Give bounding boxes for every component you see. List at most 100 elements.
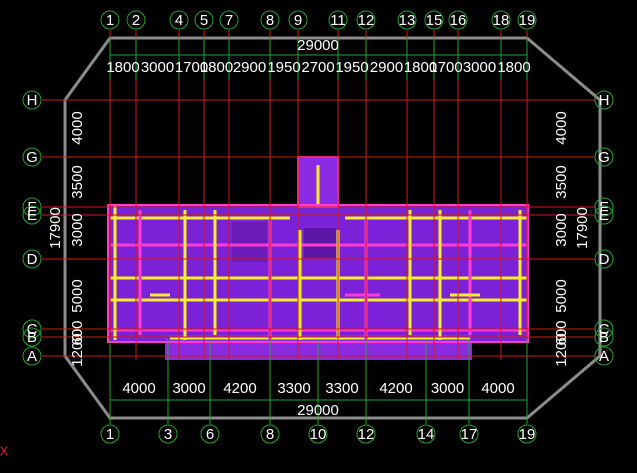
axis-bubble: [424, 10, 444, 30]
axis-label: 5: [200, 12, 208, 29]
dim-label: 3000: [431, 380, 464, 397]
axis-label: H: [599, 92, 610, 109]
axis-bubble: [22, 327, 42, 347]
axis-bubble: [22, 205, 42, 225]
axis-label: 19: [519, 12, 536, 29]
axis-label: 2: [132, 12, 140, 29]
dim-label: 1800: [404, 59, 437, 76]
ucs-icon: X: [0, 443, 9, 458]
axis-label: B: [27, 329, 37, 346]
axis-label: 9: [294, 12, 302, 29]
axis-bubble: [288, 10, 308, 30]
axis-label: H: [27, 92, 38, 109]
main-body: [108, 205, 528, 342]
axis-label: 1: [106, 426, 114, 443]
dim-label: 3000: [172, 380, 205, 397]
dim-label: 3300: [277, 380, 310, 397]
axis-label: 3: [164, 426, 172, 443]
axis-bubble: [491, 10, 511, 30]
axis-bubble: [517, 424, 537, 444]
axis-label: 11: [330, 12, 346, 29]
axis-label: 1: [106, 12, 114, 29]
axis-label: C: [599, 321, 610, 338]
axis-bubble: [308, 424, 328, 444]
axis-label: 17: [461, 426, 478, 443]
dim-label: 1800: [200, 59, 233, 76]
dim-label: 4000: [122, 380, 155, 397]
axis-label: 13: [399, 12, 416, 29]
dim-label: 3000: [553, 213, 570, 246]
dim-total: 29000: [297, 402, 339, 419]
dim-label: 1800: [106, 59, 139, 76]
dim-label: 3000: [141, 59, 174, 76]
axis-bubble: [22, 249, 42, 269]
dim-label: 3500: [553, 165, 570, 198]
axis-bubble: [517, 10, 537, 30]
axis-bubble: [397, 10, 417, 30]
axis-label: D: [599, 251, 610, 268]
axis-bubble: [416, 424, 436, 444]
dim-label: 3000: [69, 213, 86, 246]
axis-bubble: [219, 10, 239, 30]
dim-total: 29000: [297, 37, 339, 54]
axis-bubble: [200, 424, 220, 444]
axis-bubble: [594, 249, 614, 269]
axis-bubble: [22, 147, 42, 167]
axis-bubble: [448, 10, 468, 30]
dim-label: 3500: [69, 165, 86, 198]
axis-label: E: [27, 207, 37, 224]
dim-label: 1950: [335, 59, 368, 76]
dim-total: 17900: [574, 207, 591, 249]
axis-bubble: [100, 424, 120, 444]
axis-label: 10: [310, 426, 327, 443]
dim-label: 1800: [497, 59, 530, 76]
axis-bubble: [594, 346, 614, 366]
axis-bubble: [194, 10, 214, 30]
dim-label: 3000: [463, 59, 496, 76]
axis-label: 8: [266, 426, 274, 443]
dim-label: 1700: [175, 59, 208, 76]
axis-bubble: [594, 205, 614, 225]
axis-bubble: [22, 90, 42, 110]
axis-label: C: [27, 321, 38, 338]
dim-label: 4000: [69, 111, 86, 144]
axis-bubble: [594, 147, 614, 167]
dim-label: 2700: [301, 59, 334, 76]
axis-label: 12: [358, 426, 375, 443]
axis-bubble: [100, 10, 120, 30]
dim-label: 4000: [553, 111, 570, 144]
axis-bubble: [594, 327, 614, 347]
axis-label: F: [27, 199, 36, 216]
axis-label: D: [27, 251, 38, 268]
axis-label: 8: [266, 12, 274, 29]
axis-bubble: [22, 346, 42, 366]
axis-label: 16: [450, 12, 467, 29]
axis-label: G: [598, 149, 610, 166]
axis-label: 14: [418, 426, 435, 443]
axis-bubble: [594, 319, 614, 339]
dim-label: 600: [69, 320, 86, 345]
axis-label: 6: [206, 426, 214, 443]
axis-bubble: [594, 90, 614, 110]
dim-label: 4200: [379, 380, 412, 397]
dim-total: 17900: [47, 207, 64, 249]
dim-label: 5000: [553, 279, 570, 312]
grid: 1 2 4 5 7 8 9 11 12 13 15 16 18 191 3 6 8 10 12 14 17 19H HG GF…: [22, 10, 614, 444]
axis-bubble: [459, 424, 479, 444]
dim-label: 2900: [370, 59, 403, 76]
dim-label: 5000: [69, 279, 86, 312]
dim-label: 600: [553, 320, 570, 345]
axis-bubble: [158, 424, 178, 444]
axis-bubble: [22, 319, 42, 339]
axis-bubble: [260, 10, 280, 30]
axis-label: F: [599, 199, 608, 216]
axis-label: 19: [519, 426, 536, 443]
axis-label: E: [599, 207, 609, 224]
axis-bubble: [22, 197, 42, 217]
axis-label: G: [26, 149, 38, 166]
dim-label: 1950: [267, 59, 300, 76]
axis-label: 7: [225, 12, 233, 29]
dim-label: 1200: [69, 333, 86, 366]
axis-bubble: [328, 10, 348, 30]
